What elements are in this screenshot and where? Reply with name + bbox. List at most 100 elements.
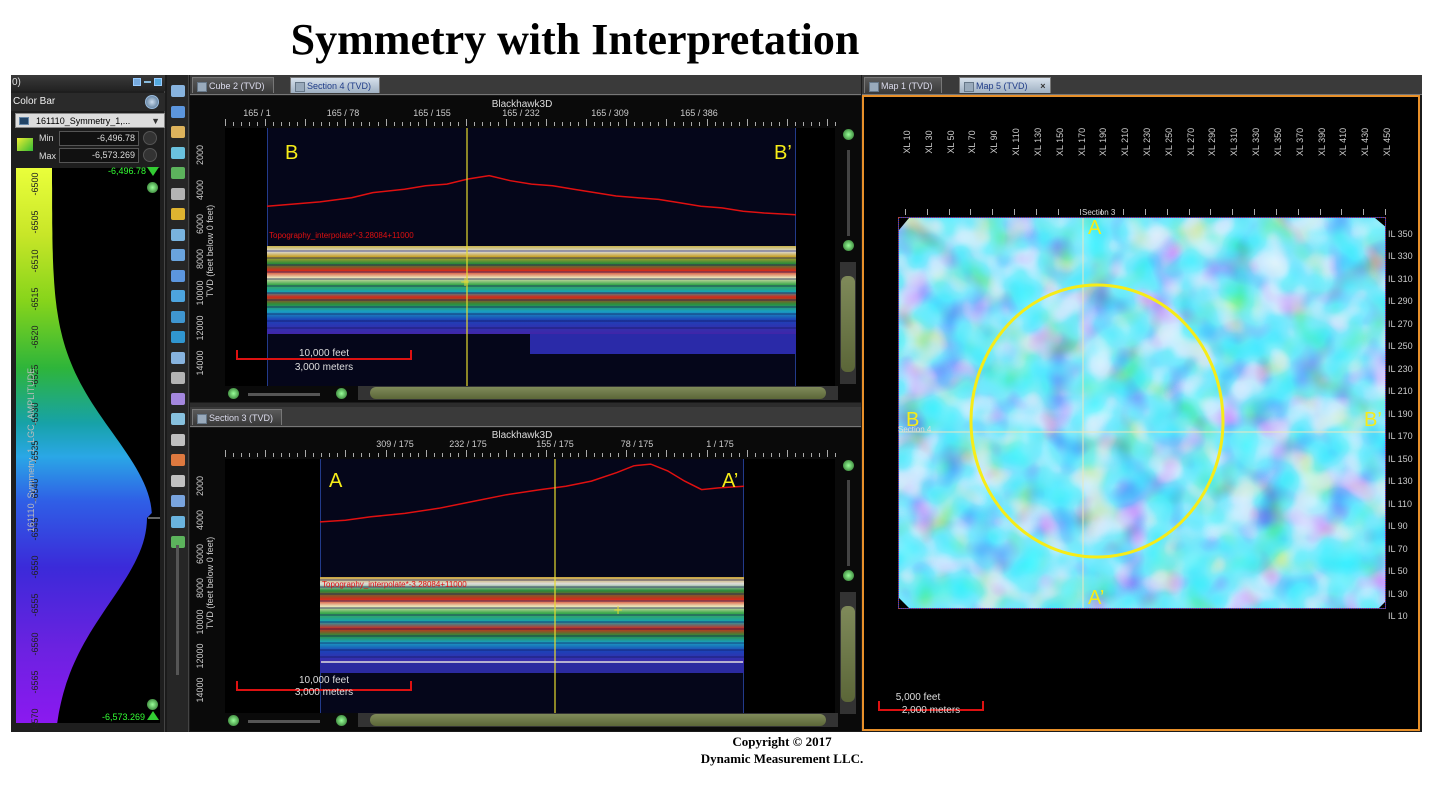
section4-hscroll-thumb[interactable] (370, 387, 826, 399)
toolbar-frame-icon[interactable] (171, 495, 185, 507)
restore-icon[interactable] (133, 78, 141, 86)
color-bar-tick: -6560 (30, 632, 40, 656)
map-xl-axis: XL 10 XL 30 XL 50 XL 70 XL 90 XL 110 XL 130 XL … (898, 97, 1392, 217)
x-tick-mark (281, 122, 283, 126)
y-tick-label: 12000 (195, 643, 205, 669)
section3-zoom-out-icon[interactable] (843, 570, 854, 581)
x-tick-mark (297, 122, 299, 126)
toolbar-cut-icon[interactable] (171, 392, 185, 405)
section3-hscroll-thumb[interactable] (370, 714, 826, 726)
section3-vzoom-track[interactable] (847, 480, 850, 566)
y-tick-label: 10000 (195, 280, 205, 306)
il-label: IL 190 (1388, 408, 1413, 419)
toolbar-cube-icon[interactable] (171, 351, 185, 364)
x-tick-mark (313, 453, 315, 457)
tab-section4[interactable]: Section 4 (TVD) (290, 77, 381, 93)
maximize-icon[interactable] (154, 78, 162, 86)
x-tick-mark (441, 453, 443, 457)
section4-zoom-out-icon[interactable] (843, 240, 854, 251)
section3-hscrollbar[interactable] (358, 713, 838, 727)
top-handle-icon[interactable] (147, 167, 159, 176)
section4-hzoom-in-icon[interactable] (336, 388, 347, 399)
toolbar-zoom-out-icon[interactable] (171, 536, 185, 548)
toolbar-draw-icon[interactable] (171, 269, 185, 282)
toolbar-crop-icon[interactable] (171, 331, 185, 343)
x-tick-mark (465, 119, 467, 126)
zoom-in-icon[interactable] (147, 182, 158, 193)
x-tick-mark (505, 450, 507, 457)
x-tick-mark (546, 119, 548, 126)
attribute-select[interactable]: 161110_Symmetry_1,... ▼ (15, 113, 165, 128)
x-tick-mark (481, 122, 483, 126)
tab-map5-label: Map 5 (TVD) (976, 81, 1028, 91)
tab-section3[interactable]: Section 3 (TVD) (192, 409, 283, 425)
section4-vscrollbar[interactable] (840, 262, 856, 384)
section3-vscroll-thumb[interactable] (841, 606, 855, 702)
toolbar-color-icon[interactable] (171, 454, 185, 466)
reset-min-icon[interactable] (143, 131, 157, 145)
section4-zoom-in-icon[interactable] (843, 129, 854, 140)
toolbar-select-icon[interactable] (171, 167, 185, 179)
tab-map5[interactable]: Map 5 (TVD) × (959, 77, 1051, 93)
x-tick-mark (337, 122, 339, 126)
toolbar-pan-icon[interactable] (171, 126, 185, 138)
toolbar-measure-icon[interactable] (171, 310, 185, 323)
max-value-field[interactable]: -6,573.269 (59, 148, 139, 163)
toolbar-export-icon[interactable] (171, 515, 185, 528)
tab-cube2[interactable]: Cube 2 (TVD) (192, 77, 274, 93)
toolbar-zoom-icon[interactable] (171, 85, 185, 97)
horizontal-splitter[interactable] (190, 403, 861, 407)
x-tick-mark (489, 453, 491, 457)
toolbar-zoom-box-icon[interactable] (171, 105, 185, 118)
toolbar-ruler-icon[interactable] (171, 290, 185, 302)
toolbar-paint-icon[interactable] (171, 372, 185, 384)
x-tick-mark (257, 122, 259, 126)
close-icon[interactable]: × (1040, 81, 1046, 91)
x-tick-mark (521, 453, 523, 457)
top-value-label: -6,496.78 (107, 166, 146, 176)
y-tick-label: 2000 (195, 475, 205, 497)
section3-hzoom-track[interactable] (248, 720, 320, 723)
zoom-out-icon[interactable] (147, 699, 158, 710)
section3-plot[interactable]: + Topography_interpolate*-3.28084+11000 … (225, 459, 835, 713)
x-tick-mark (369, 122, 371, 126)
toolbar-layers-icon[interactable] (171, 187, 185, 200)
toolbar-shape-icon[interactable] (171, 413, 185, 425)
toolbar-pick-icon[interactable] (171, 249, 185, 261)
x-tick-mark (826, 119, 828, 126)
xl-tick (1210, 209, 1212, 215)
min-value-field[interactable]: -6,496.78 (59, 131, 139, 146)
section4-hzoom-track[interactable] (248, 393, 320, 396)
toolbar-pointer-icon[interactable] (171, 228, 185, 241)
section4-hscrollbar[interactable] (358, 386, 838, 400)
section3-curve-label: Topography_interpolate*-3.28084+11000 (322, 580, 467, 589)
color-swatch-icon[interactable] (17, 138, 33, 151)
section4-vscroll-thumb[interactable] (841, 276, 855, 372)
section3-hzoom-out-icon[interactable] (228, 715, 239, 726)
bottom-handle-icon[interactable] (147, 711, 159, 720)
toolbar-slider[interactable] (176, 545, 179, 675)
minimize-icon[interactable] (144, 81, 151, 83)
section4-plot[interactable]: + Topography_interpolate*-3.28084+11000 … (225, 128, 835, 386)
settings-icon[interactable] (145, 95, 159, 109)
toolbar-rotate-icon[interactable] (171, 146, 185, 159)
section4-hzoom-out-icon[interactable] (228, 388, 239, 399)
toolbar-fill-icon[interactable] (171, 474, 185, 487)
x-tick-mark (722, 122, 724, 126)
section3-hzoom-in-icon[interactable] (336, 715, 347, 726)
section4-topography-curve (266, 174, 797, 216)
x-tick-mark (233, 453, 235, 457)
map-plot[interactable] (898, 217, 1386, 609)
x-tick-mark (738, 453, 740, 457)
xl-label: XL 330 (1251, 127, 1262, 157)
xl-label: XL 390 (1316, 127, 1327, 157)
section3-vscrollbar[interactable] (840, 592, 856, 714)
tab-map1[interactable]: Map 1 (TVD) (864, 77, 942, 93)
toolbar-grid-icon[interactable] (171, 208, 185, 220)
section3-zoom-in-icon[interactable] (843, 460, 854, 471)
x-tick-mark (401, 453, 403, 457)
x-tick-mark (297, 453, 299, 457)
reset-max-icon[interactable] (143, 148, 157, 162)
toolbar-line-icon[interactable] (171, 433, 185, 446)
section4-vzoom-track[interactable] (847, 150, 850, 236)
